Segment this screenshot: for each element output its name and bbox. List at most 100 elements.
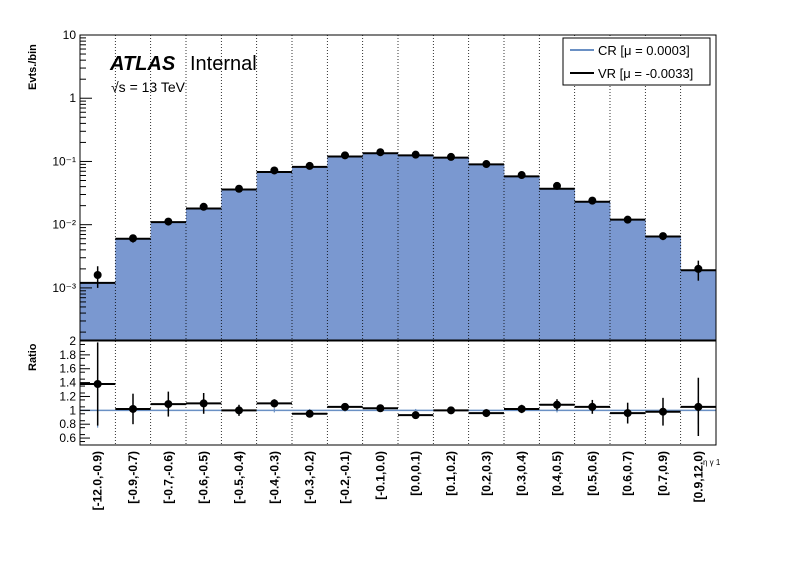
vr-point xyxy=(235,184,243,193)
top-y-tick-label: 10 xyxy=(63,28,77,42)
cr-bar xyxy=(186,208,222,340)
ratio-point xyxy=(305,409,314,418)
vr-point xyxy=(553,181,561,190)
internal-label: Internal xyxy=(190,53,257,75)
x-tick-label: [-0.1,0.0) xyxy=(373,451,387,500)
x-tick-label: [0.6,0.7) xyxy=(621,451,635,496)
x-tick-label: [-12.0,-0.9) xyxy=(91,451,105,510)
ratio-point xyxy=(235,406,243,415)
x-tick-label: [-0.6,-0.5) xyxy=(197,451,211,504)
x-tick-label: [0.1,0.2) xyxy=(444,451,458,496)
legend-vr-label: VR [μ = -0.0033] xyxy=(598,66,693,81)
ratio-point xyxy=(199,399,208,408)
axes-layer: 10⁻³10⁻²10⁻¹1100.60.811.21.41.61.82[-12.… xyxy=(52,28,705,510)
ratio-y-tick-label: 1.4 xyxy=(59,376,76,390)
ratio-point xyxy=(623,409,632,418)
ratio-y-tick-label: 2 xyxy=(69,334,76,348)
top-y-tick-label: 1 xyxy=(69,91,76,105)
ratio-point xyxy=(270,399,279,408)
legend: CR [μ = 0.0003] VR [μ = -0.0033] xyxy=(562,37,711,86)
ratio-point xyxy=(93,379,102,388)
cr-histogram-layer xyxy=(80,153,717,340)
ratio-point xyxy=(588,402,597,411)
x-tick-label: [-0.2,-0.1) xyxy=(338,451,352,504)
vr-point xyxy=(482,160,491,169)
ratio-point xyxy=(376,404,385,413)
vr-point xyxy=(694,264,703,273)
cr-bar xyxy=(539,188,576,340)
vr-point xyxy=(164,217,173,226)
cr-bar xyxy=(645,236,682,340)
x-tick-label: [-0.4,-0.3) xyxy=(267,451,281,504)
x-tick-label: [-0.9,-0.7) xyxy=(126,451,140,504)
cr-bar xyxy=(80,282,116,340)
vr-point xyxy=(270,166,279,175)
vr-point xyxy=(199,202,208,211)
vr-point xyxy=(623,215,632,224)
x-tick-label: [0.5,0.6) xyxy=(585,451,599,496)
cr-bar xyxy=(150,222,187,340)
cr-bar xyxy=(468,164,505,340)
vr-point xyxy=(341,151,349,160)
x-tick-label: [0.0,0.1) xyxy=(409,451,423,496)
vr-point xyxy=(305,161,314,170)
ratio-point xyxy=(447,406,455,415)
top-y-tick-label: 10⁻² xyxy=(52,218,76,232)
ratio-point xyxy=(482,409,491,418)
legend-cr-label: CR [μ = 0.0003] xyxy=(598,43,690,58)
ratio-point xyxy=(164,400,173,409)
ratio-point xyxy=(553,400,561,409)
ratio-y-tick-label: 1 xyxy=(69,403,76,417)
cr-bar xyxy=(221,189,258,340)
cr-bar xyxy=(433,157,470,340)
x-tick-label: [-0.3,-0.2) xyxy=(303,451,317,504)
x-tick-label: [0.9,12.0) xyxy=(691,451,705,502)
vr-point xyxy=(659,232,667,241)
x-tick-label: [-0.5,-0.4) xyxy=(232,451,246,504)
cr-bar xyxy=(115,238,152,340)
top-y-tick-label: 10⁻¹ xyxy=(52,154,76,168)
vr-point xyxy=(376,148,385,157)
ratio-point xyxy=(659,407,667,416)
x-axis-label: η γ 1 xyxy=(703,458,721,467)
cr-bar xyxy=(574,201,611,340)
ratio-point xyxy=(694,402,703,411)
ratio-point xyxy=(341,402,349,411)
legend-box xyxy=(562,37,711,86)
vr-point xyxy=(588,196,597,205)
cr-bar xyxy=(610,219,646,340)
ratio-point xyxy=(129,404,137,413)
cr-bar xyxy=(504,176,540,340)
vr-point xyxy=(129,234,137,243)
atlas-label: ATLAS xyxy=(109,53,176,75)
x-tick-label: [0.4,0.5) xyxy=(550,451,564,496)
vr-points-layer xyxy=(93,148,703,288)
ratio-y-tick-label: 1.6 xyxy=(59,362,76,376)
x-tick-label: [0.2,0.3) xyxy=(479,451,493,496)
x-tick-label: [0.7,0.9) xyxy=(656,451,670,496)
top-panel-frame xyxy=(79,34,717,341)
ratio-y-tick-label: 0.6 xyxy=(59,431,76,445)
top-y-axis-label: Evts./bin xyxy=(27,44,39,90)
vr-point xyxy=(447,152,455,161)
ratio-point xyxy=(517,404,526,413)
cr-bar xyxy=(256,172,293,340)
cr-bar xyxy=(680,270,717,340)
cr-bar xyxy=(327,156,364,340)
ratio-y-tick-label: 1.8 xyxy=(59,348,76,362)
x-tick-label: [-0.7,-0.6) xyxy=(161,451,175,504)
ratio-y-tick-label: 0.8 xyxy=(59,417,76,431)
ratio-point xyxy=(411,411,420,420)
vr-point xyxy=(411,150,420,159)
x-tick-label: [0.3,0.4) xyxy=(515,451,529,496)
cr-bar xyxy=(362,153,399,340)
energy-label: √s = 13 TeV xyxy=(111,79,186,95)
ratio-y-tick-label: 1.2 xyxy=(59,389,76,403)
cr-bar xyxy=(398,155,434,340)
vr-point xyxy=(517,171,526,180)
ratio-y-axis-label: Ratio xyxy=(27,343,39,371)
ratio-layer xyxy=(80,342,716,436)
cr-bar xyxy=(292,166,328,340)
